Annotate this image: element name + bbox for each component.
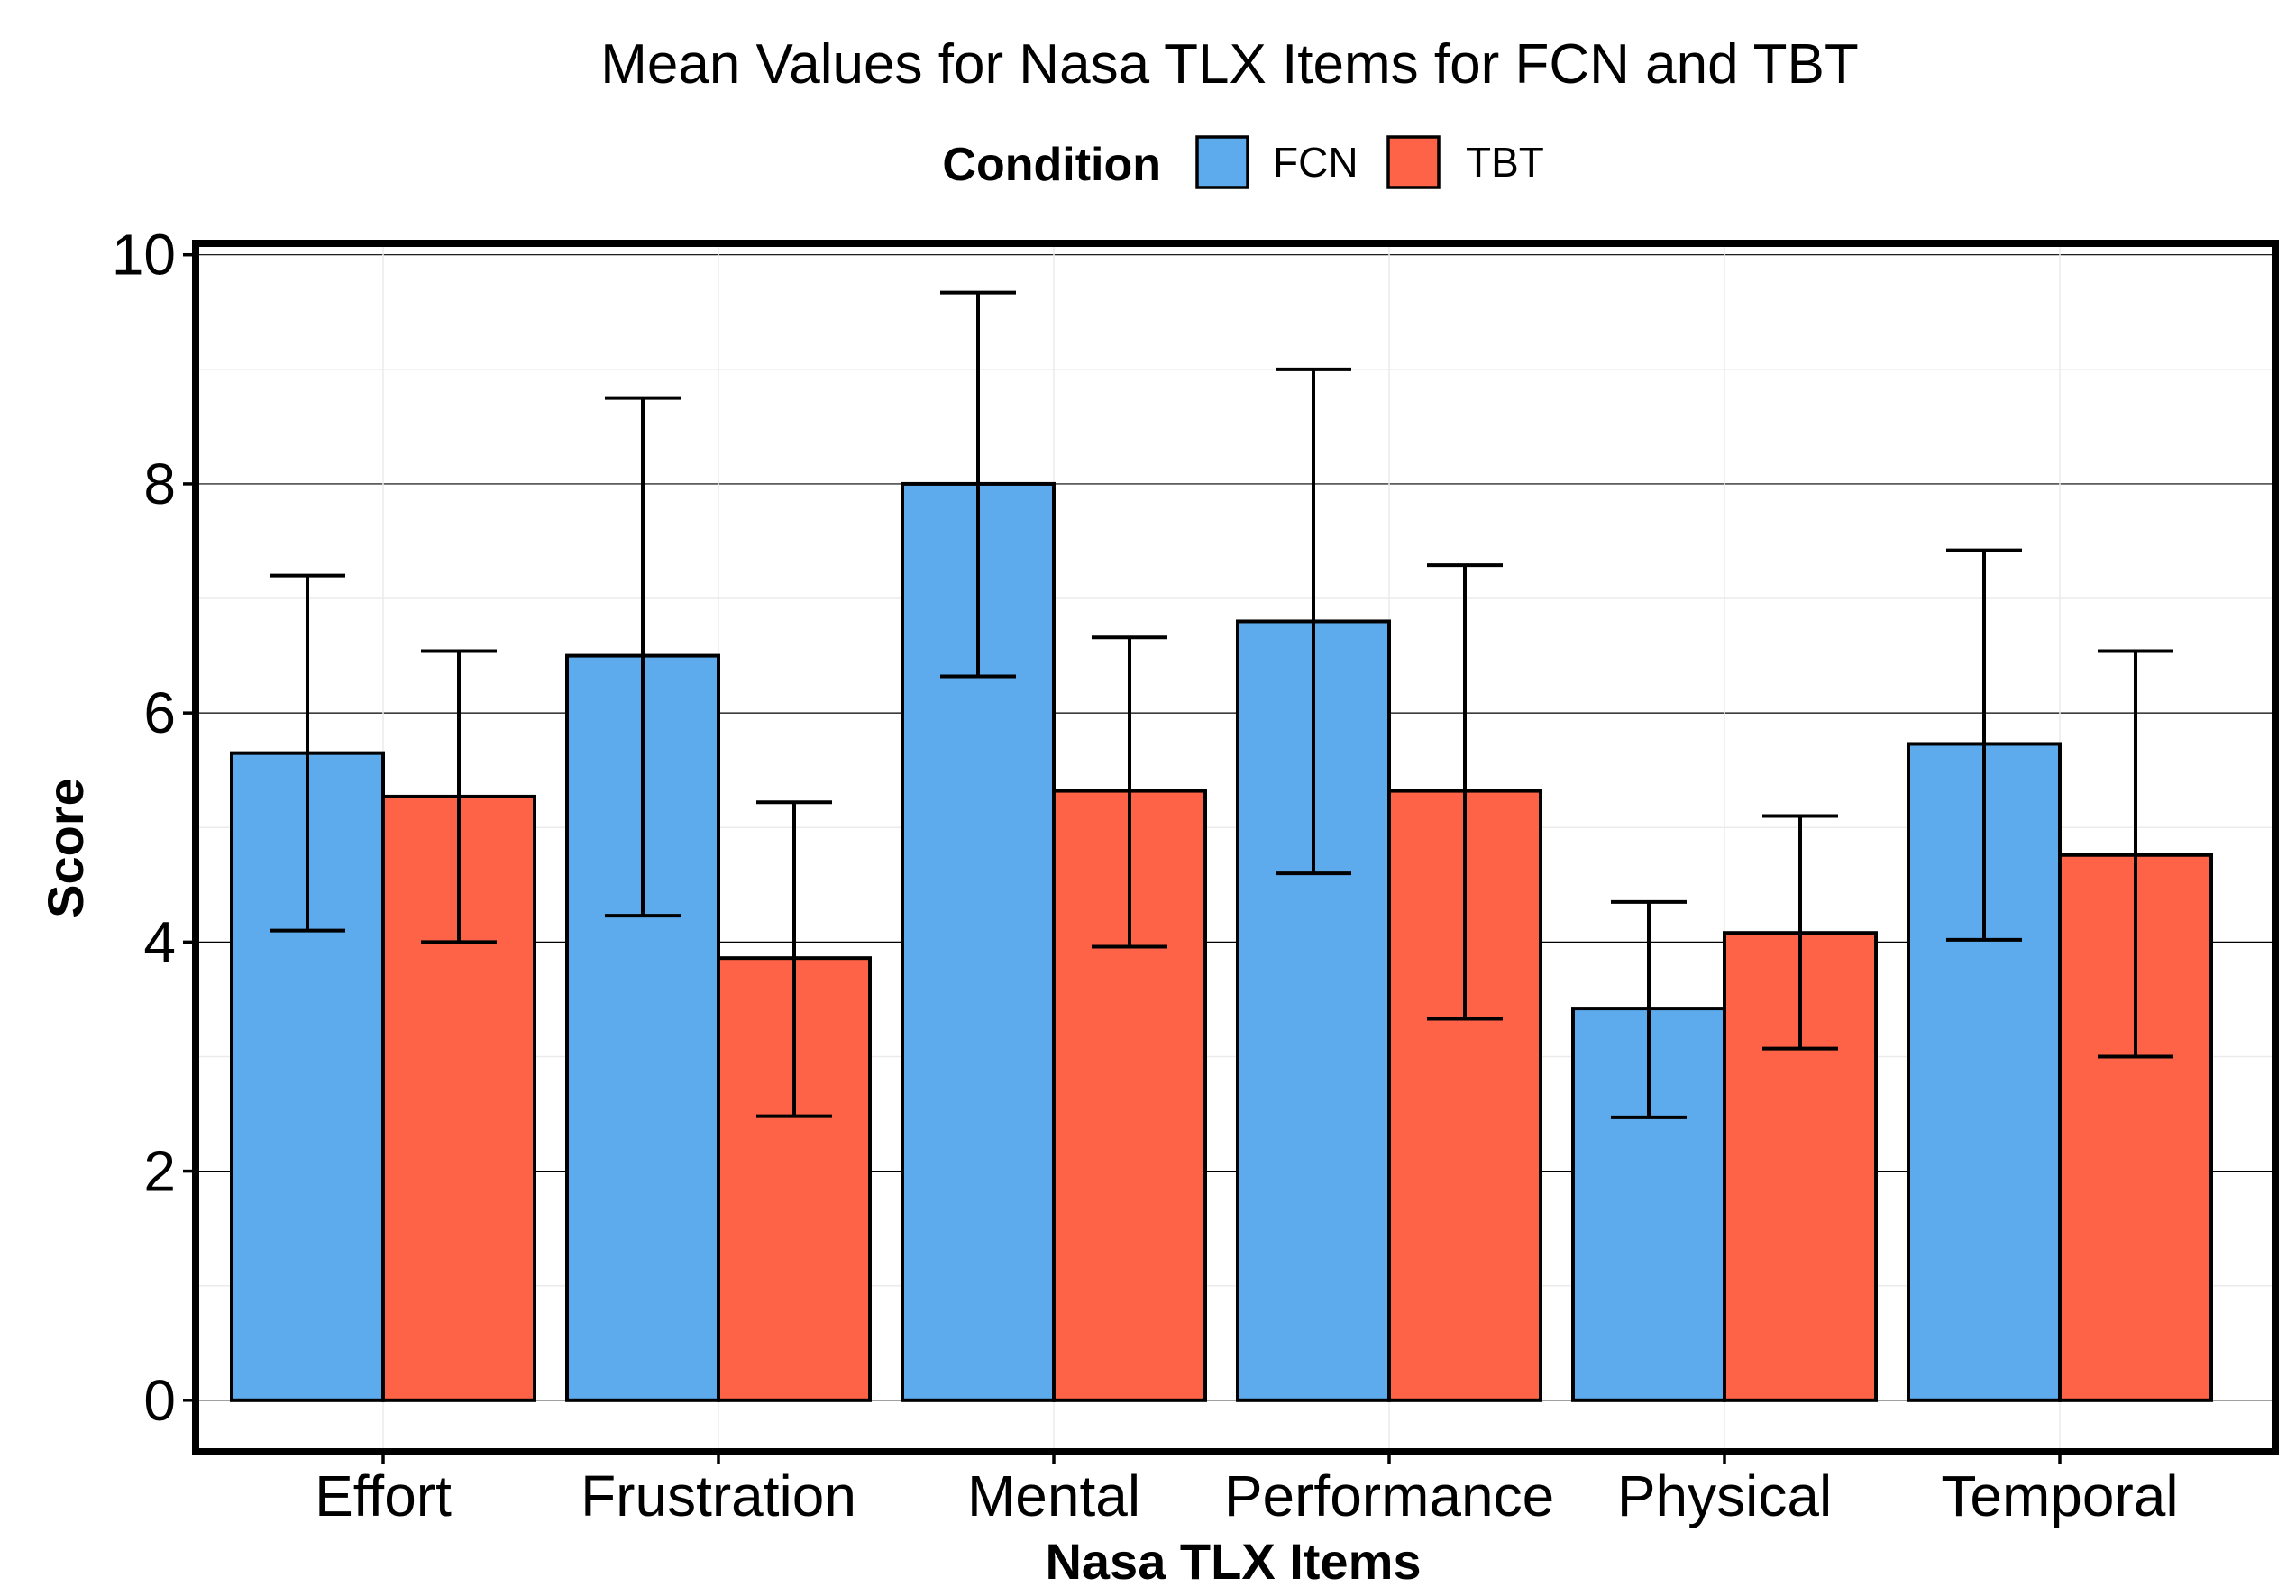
error-bar-tbt-effort — [421, 649, 497, 944]
error-bar-fcn-physical — [1611, 899, 1687, 1119]
y-tick-label: 8 — [143, 451, 176, 516]
legend: Condition FCN TBT — [942, 135, 1544, 191]
error-bars — [270, 290, 2173, 1119]
error-bar-tbt-mental — [1092, 635, 1167, 949]
error-bar-tbt-frustration — [756, 800, 832, 1118]
y-tick-label: 0 — [143, 1368, 176, 1433]
x-tick-label-effort: Effort — [315, 1464, 452, 1528]
y-tick-label: 6 — [143, 680, 176, 745]
y-tick-label: 4 — [143, 909, 176, 974]
error-bar-tbt-performance — [1427, 563, 1503, 1021]
plot-panel-border — [192, 240, 2279, 1455]
y-tick-label: 10 — [112, 223, 176, 287]
error-bar-tbt-temporal — [2098, 649, 2173, 1059]
error-bar-tbt-physical — [1762, 814, 1838, 1051]
x-axis: Effort Frustration Mental Performance Physic… — [315, 1452, 2179, 1528]
y-axis: 0 2 4 6 8 10 — [112, 223, 196, 1433]
x-tick-label-performance: Performance — [1224, 1464, 1554, 1528]
error-bar-fcn-mental — [940, 290, 1016, 679]
legend-label-tbt: TBT — [1466, 139, 1544, 186]
bars — [230, 481, 2213, 1402]
x-tick-label-temporal: Temporal — [1941, 1464, 2178, 1528]
chart-title: Mean Values for Nasa TLX Items for FCN a… — [600, 33, 1859, 96]
error-bar-fcn-temporal — [1946, 548, 2022, 942]
legend-swatch-fcn — [1195, 135, 1249, 189]
legend-swatch-tbt — [1386, 135, 1441, 189]
legend-label-fcn: FCN — [1273, 139, 1358, 186]
legend-title: Condition — [942, 139, 1161, 191]
error-bar-fcn-frustration — [605, 396, 681, 918]
x-tick-label-mental: Mental — [967, 1464, 1140, 1528]
error-bar-fcn-performance — [1276, 367, 1351, 876]
y-axis-title: Score — [37, 778, 94, 918]
x-tick-label-physical: Physical — [1617, 1464, 1832, 1528]
y-tick-label: 2 — [143, 1139, 176, 1204]
x-tick-label-frustration: Frustration — [581, 1464, 856, 1528]
error-bar-fcn-effort — [270, 573, 345, 933]
x-axis-title: Nasa TLX Items — [1045, 1533, 1421, 1590]
